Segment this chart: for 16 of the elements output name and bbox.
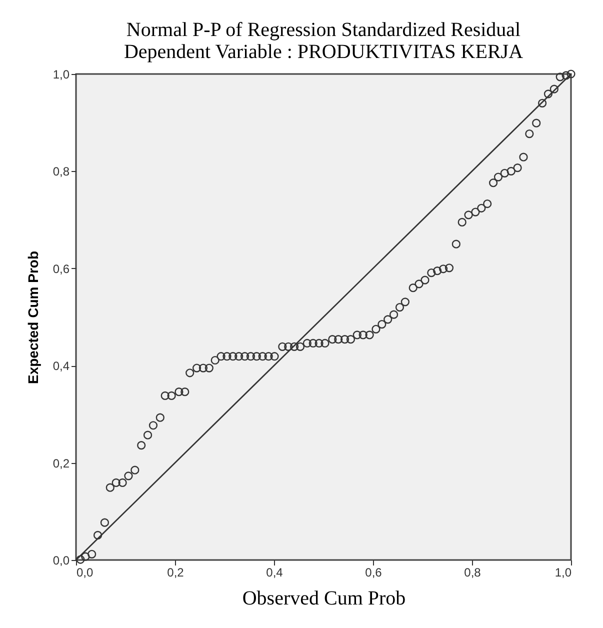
x-tick-label: 0,4: [266, 566, 284, 580]
x-tick-label: 0,6: [365, 566, 382, 580]
y-tick-label: 0,6: [52, 262, 70, 276]
x-tick-label: 1,0: [554, 566, 572, 580]
y-tick-label: 1,0: [52, 68, 70, 82]
x-tick-label: 0,0: [76, 566, 94, 580]
y-tick-label: 0,0: [52, 554, 70, 568]
chart-subtitle: Dependent Variable : PRODUKTIVITAS KERJA: [124, 40, 524, 63]
x-axis-title: Observed Cum Prob: [242, 588, 406, 610]
x-tick-label: 0,8: [464, 566, 482, 580]
y-tick-label: 0,4: [52, 359, 70, 374]
y-tick-label: 0,8: [52, 164, 70, 179]
y-axis-title: Expected Cum Prob: [24, 250, 41, 384]
y-tick-label: 0,2: [52, 456, 70, 470]
chart-title: Normal P-P of Regression Standardized Residual: [126, 18, 522, 41]
x-tick-label: 0,2: [167, 566, 184, 580]
